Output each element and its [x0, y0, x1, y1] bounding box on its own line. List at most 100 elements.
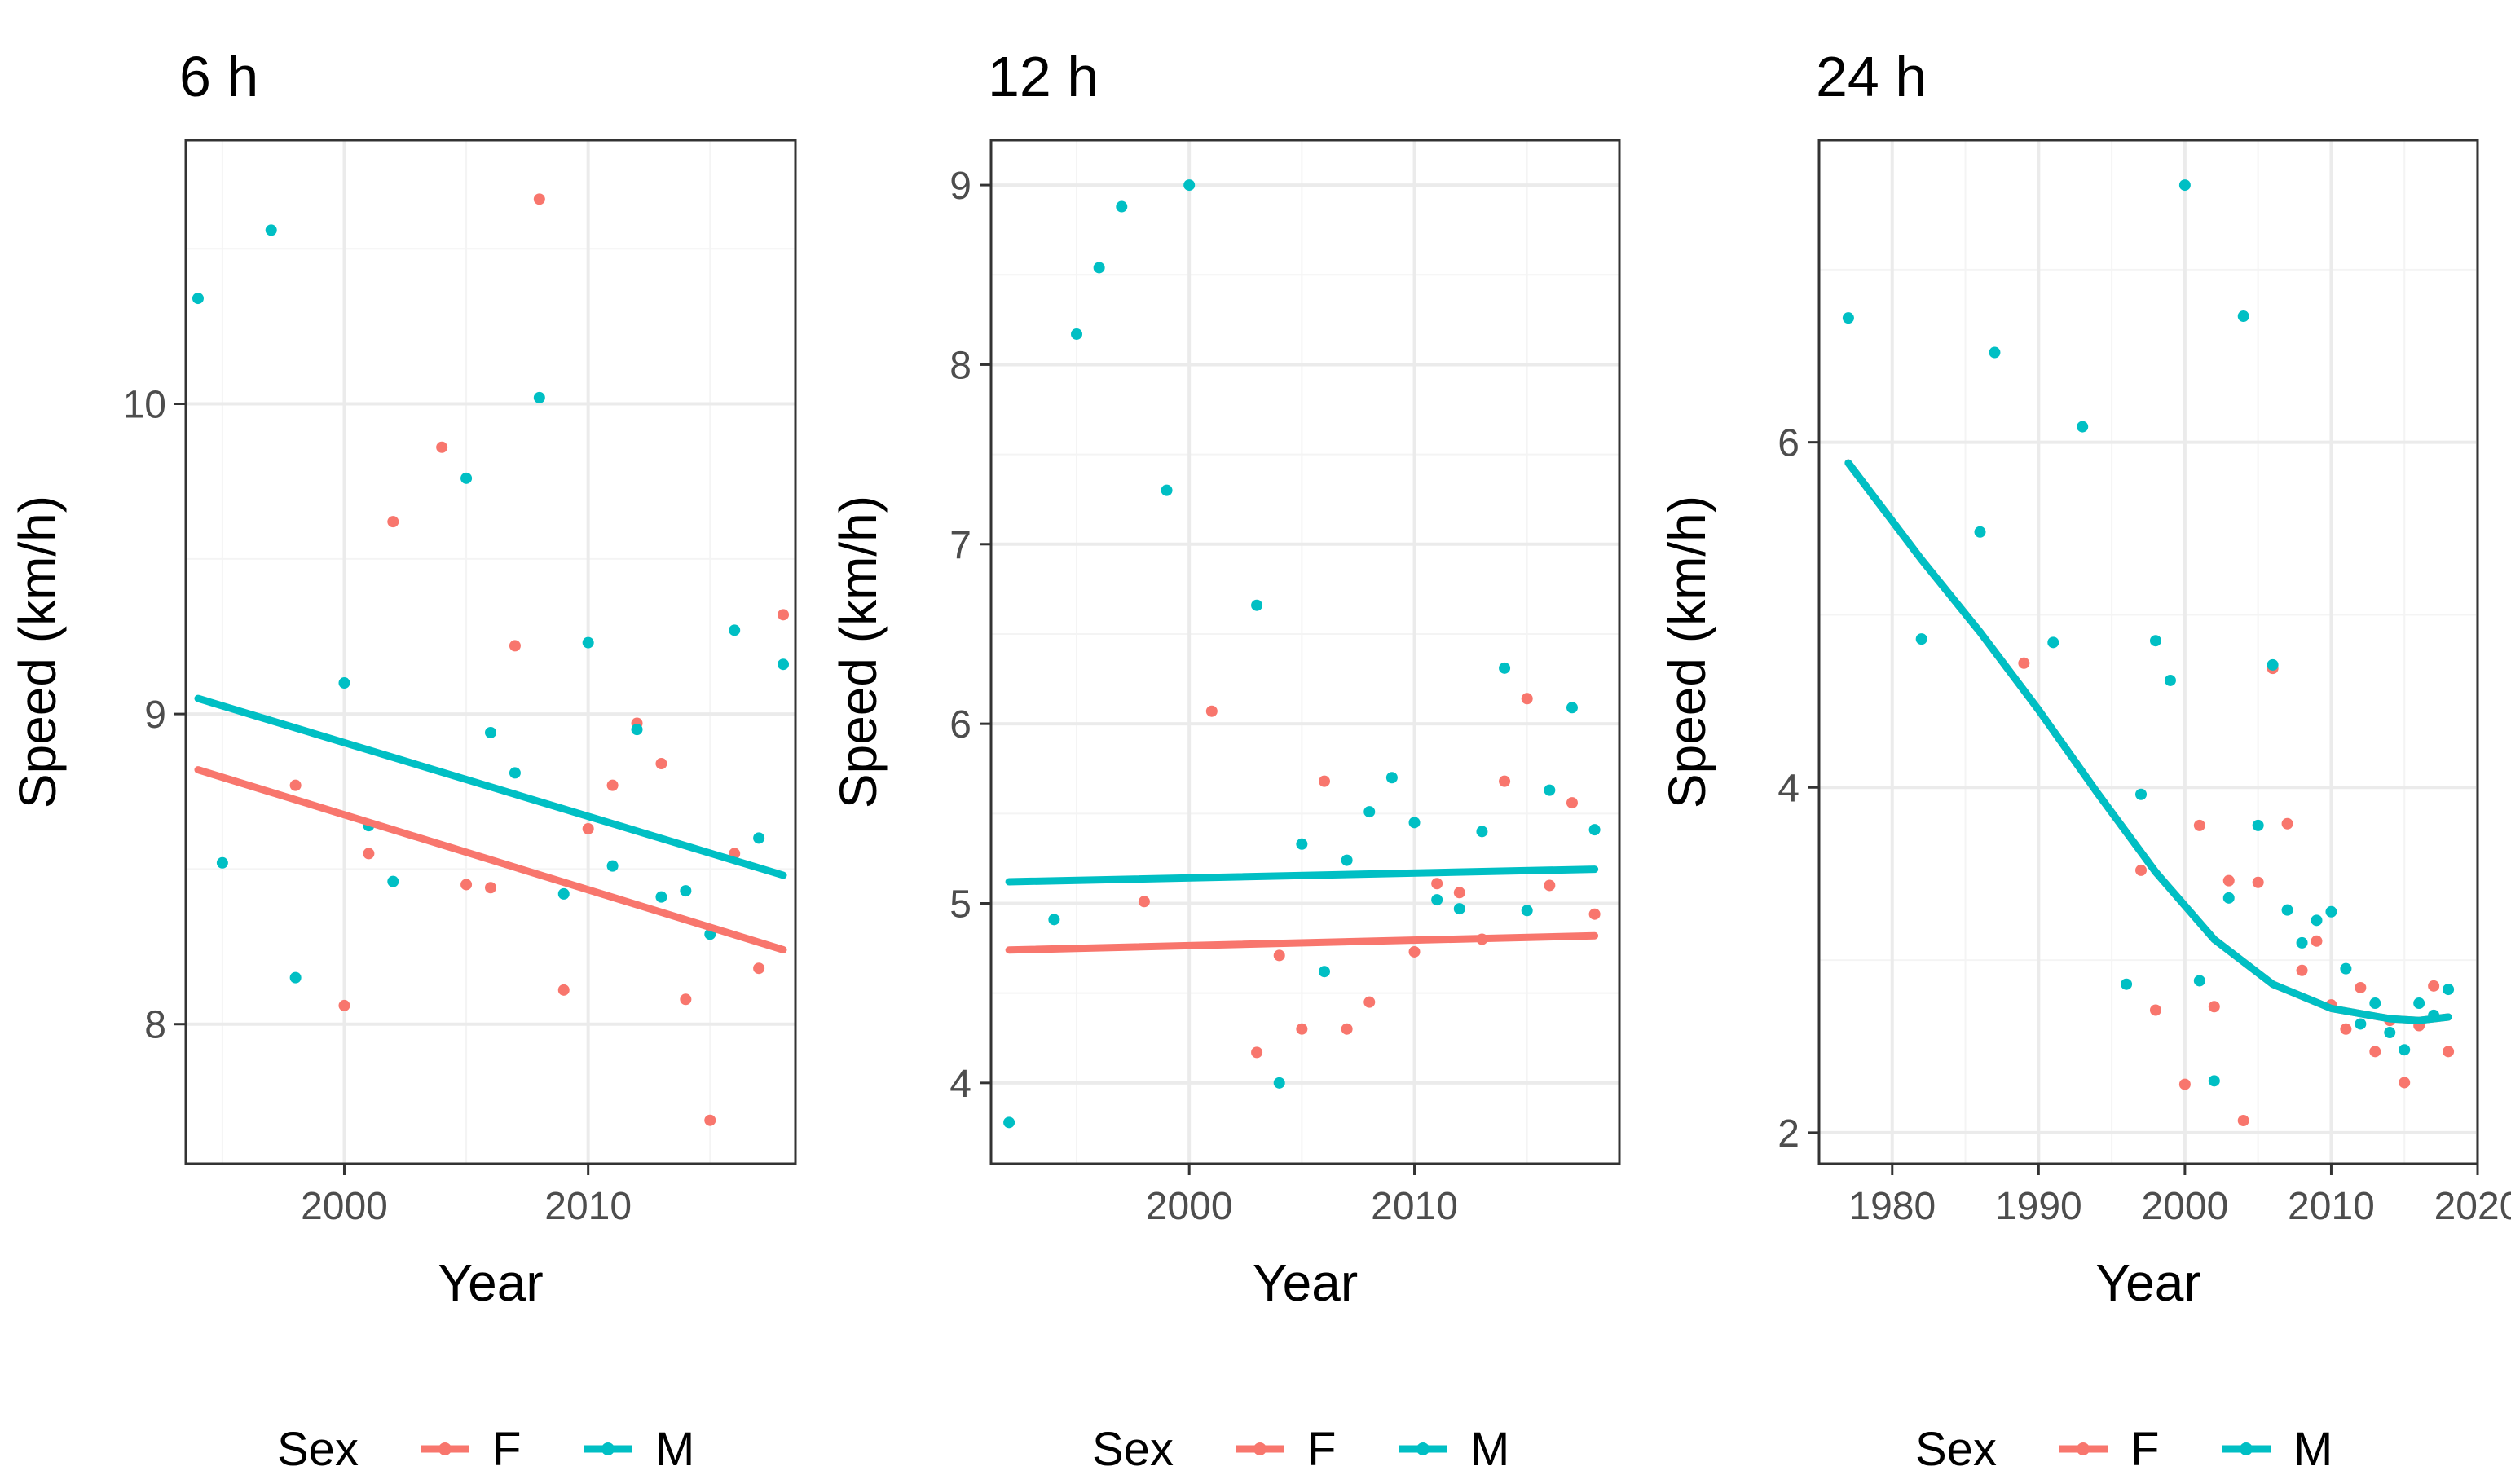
data-point-F	[2149, 1004, 2161, 1016]
data-point-M	[2325, 905, 2337, 918]
data-point-F	[1341, 1023, 1353, 1035]
x-tick-label: 1990	[1995, 1185, 2082, 1228]
data-point-M	[387, 875, 399, 887]
legend-title: Sex	[1915, 1423, 1997, 1476]
data-point-M	[1071, 328, 1083, 340]
data-point-M	[1588, 824, 1601, 836]
data-point-F	[1296, 1023, 1308, 1035]
legend-label-F: F	[1307, 1423, 1336, 1476]
data-point-M	[216, 856, 228, 869]
data-point-M	[2443, 984, 2455, 996]
legend-key-point-F	[1253, 1442, 1267, 1455]
legend-key-point-F	[2077, 1442, 2090, 1455]
data-point-M	[2237, 310, 2249, 323]
y-tick-label: 10	[123, 384, 166, 427]
data-point-F	[2443, 1046, 2455, 1058]
data-point-M	[753, 832, 765, 844]
x-tick-label: 2000	[2141, 1185, 2228, 1228]
data-point-M	[655, 891, 667, 903]
fit-line-F	[1005, 931, 1599, 954]
data-point-M	[1408, 817, 1421, 829]
x-axis-title: Year	[438, 1253, 543, 1312]
legend-key-point-M	[2240, 1442, 2253, 1455]
data-point-F	[557, 984, 570, 996]
data-point-F	[1363, 996, 1376, 1008]
y-tick-label: 2	[1778, 1112, 1800, 1156]
data-point-F	[606, 779, 619, 791]
data-point-M	[2281, 904, 2293, 916]
data-point-M	[1363, 806, 1376, 818]
data-point-M	[1566, 702, 1578, 714]
data-point-M	[338, 677, 350, 689]
data-point-M	[2296, 936, 2308, 949]
data-point-M	[557, 887, 570, 900]
data-point-F	[509, 640, 521, 652]
fit-line-M	[1844, 459, 2452, 1024]
legend: Sex F M	[1915, 1423, 2333, 1476]
data-point-F	[1521, 693, 1533, 705]
panel-border	[989, 139, 1621, 1165]
legend-label-M: M	[2293, 1423, 2333, 1476]
data-point-M	[289, 971, 302, 984]
data-point-M	[582, 636, 594, 649]
data-point-M	[2208, 1075, 2220, 1087]
data-point-M	[1453, 903, 1465, 915]
data-point-F	[1251, 1046, 1263, 1059]
x-axis-title: Year	[2095, 1253, 2200, 1312]
data-point-M	[2252, 819, 2264, 831]
data-point-M	[192, 293, 204, 305]
data-point-F	[1453, 887, 1465, 899]
y-tick-label: 4	[949, 1063, 971, 1106]
data-point-M	[1048, 914, 1060, 926]
data-point-F	[485, 882, 496, 894]
panel-2: 2000 2010 4 5 6 7 8 9 12 h Year Speed (km/h) Sex F M	[829, 45, 1621, 1476]
data-point-F	[363, 848, 375, 860]
data-point-F	[704, 1114, 716, 1126]
y-tick-label: 9	[949, 165, 971, 208]
fit-line-F	[1844, 459, 2452, 1024]
x-tick-label: 2020	[2434, 1185, 2511, 1228]
data-point-M	[1521, 905, 1533, 917]
data-point-F	[1205, 705, 1218, 717]
y-tick-label: 9	[144, 694, 166, 737]
data-point-F	[1138, 896, 1150, 908]
data-point-M	[778, 658, 790, 671]
y-tick-label: 7	[949, 524, 971, 567]
plot-area	[1842, 179, 2455, 1127]
data-point-M	[2384, 1027, 2396, 1039]
data-point-M	[2311, 914, 2323, 927]
data-point-F	[2135, 864, 2148, 876]
data-point-M	[2193, 975, 2205, 987]
data-point-M	[631, 724, 643, 736]
data-point-M	[2121, 978, 2133, 990]
data-point-M	[1842, 312, 1854, 324]
y-axis-title: Speed (km/h)	[8, 495, 67, 808]
data-point-F	[2237, 1115, 2249, 1127]
legend-key-point-F	[438, 1442, 452, 1455]
data-point-F	[582, 822, 594, 834]
data-point-M	[1341, 854, 1353, 866]
panel-title: 24 h	[1816, 45, 1927, 108]
data-point-F	[1273, 949, 1285, 962]
legend-title: Sex	[277, 1423, 359, 1476]
data-point-M	[1251, 599, 1263, 611]
y-tick-label: 5	[949, 883, 971, 926]
legend-title: Sex	[1092, 1423, 1174, 1476]
data-point-M	[1093, 262, 1105, 274]
data-point-M	[2413, 997, 2425, 1010]
data-point-F	[1431, 878, 1443, 890]
data-point-F	[2178, 1078, 2191, 1090]
gridlines	[991, 140, 1619, 1164]
data-point-F	[2222, 874, 2235, 887]
x-tick-label: 2000	[1146, 1185, 1233, 1228]
data-point-M	[1385, 772, 1398, 784]
data-point-M	[2135, 788, 2148, 800]
legend: Sex F M	[1092, 1423, 1509, 1476]
data-point-M	[729, 624, 741, 636]
data-point-F	[460, 879, 473, 891]
data-point-F	[338, 999, 350, 1011]
x-axis-title: Year	[1253, 1253, 1358, 1312]
panel-border	[1817, 139, 2479, 1165]
y-tick-label: 6	[1778, 422, 1800, 465]
